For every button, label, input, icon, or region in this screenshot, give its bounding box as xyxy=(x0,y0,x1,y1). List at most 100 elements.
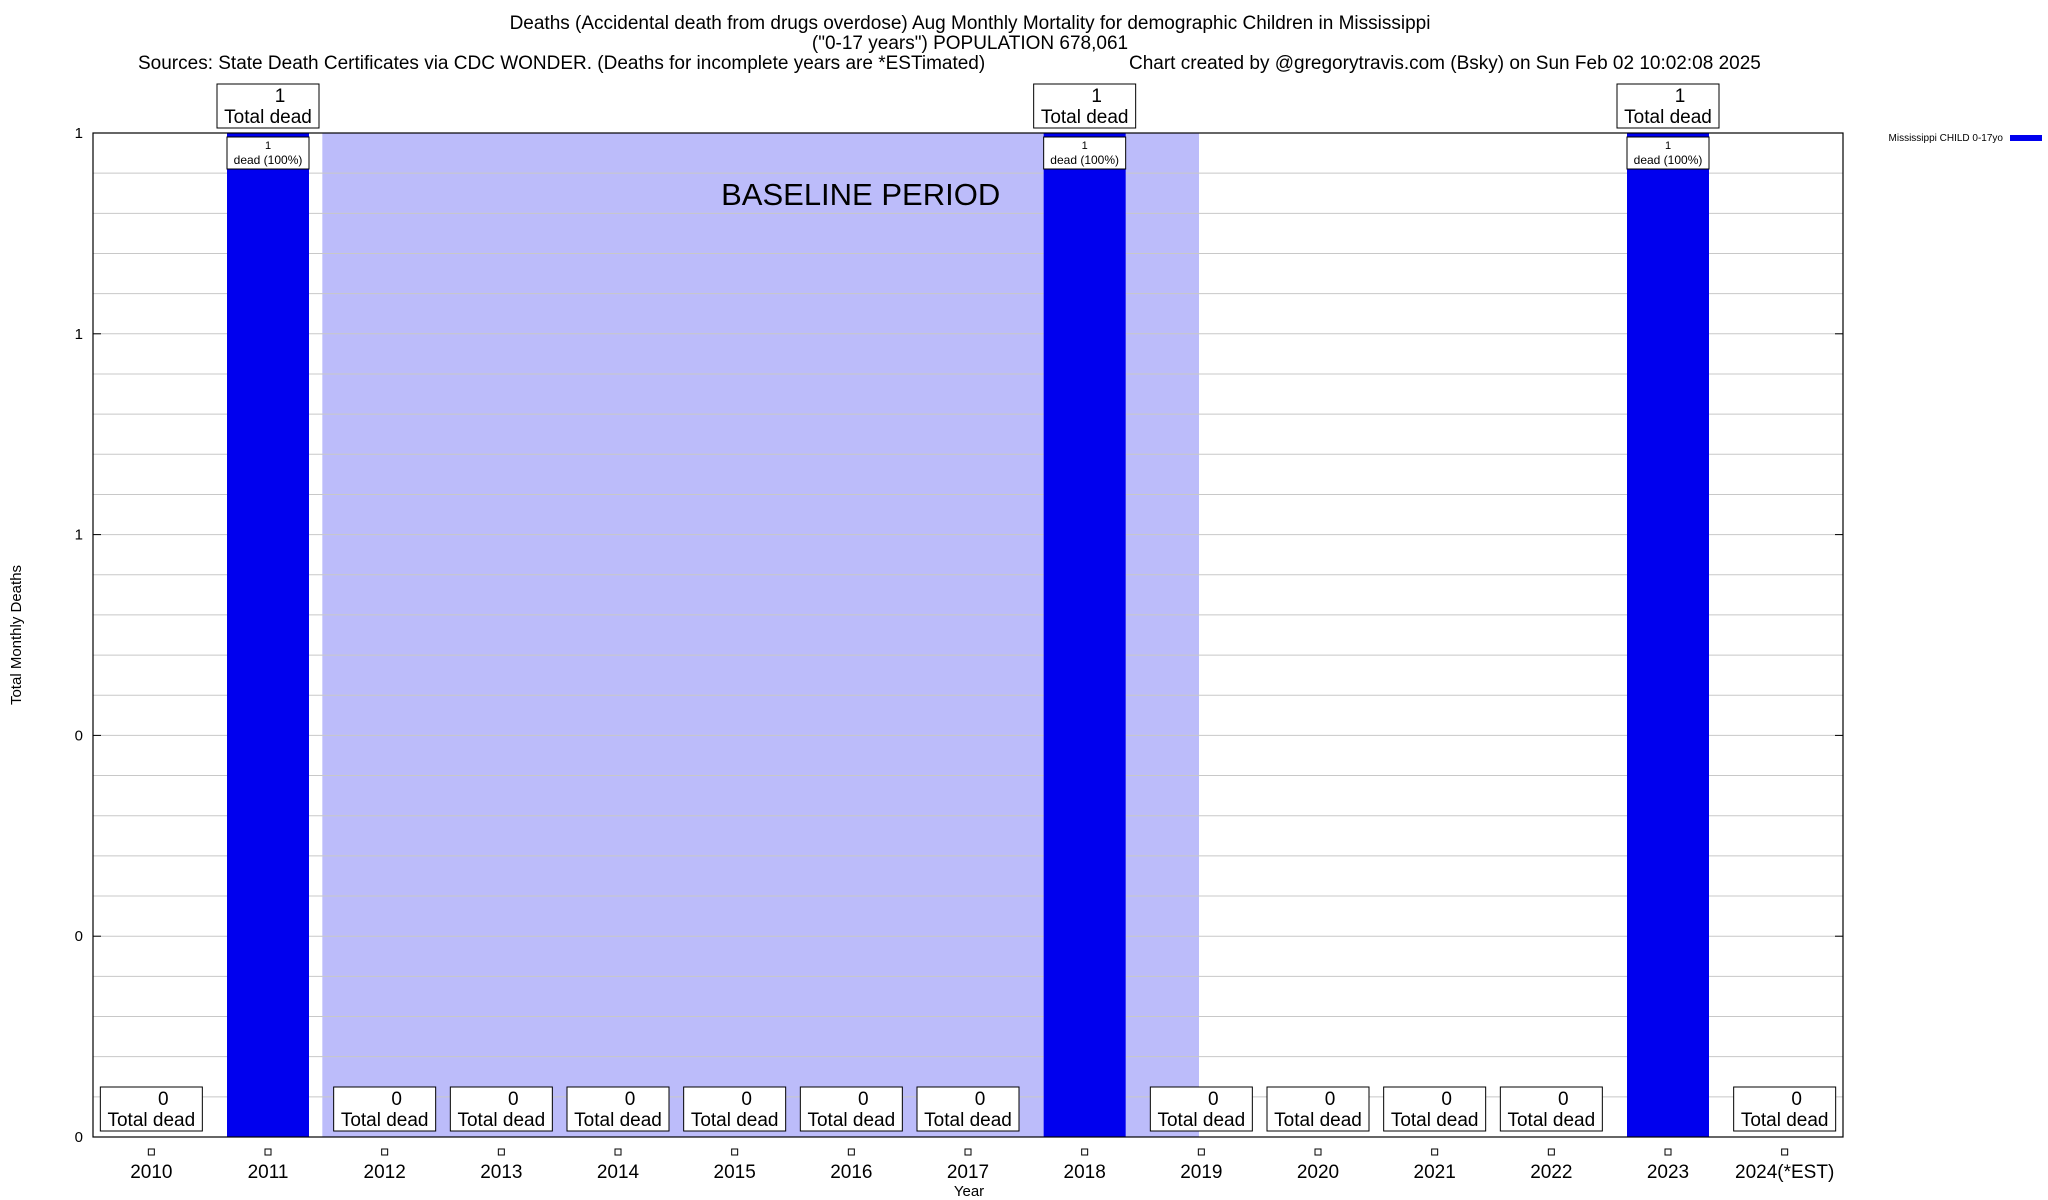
x-tick-label: 2020 xyxy=(1297,1162,1339,1183)
x-tick-label: 2019 xyxy=(1180,1162,1222,1183)
y-tick-label: 1 xyxy=(75,326,83,343)
total-dead-label: Total dead xyxy=(1157,1110,1245,1131)
total-dead-label: Total dead xyxy=(807,1110,895,1131)
total-dead-label: Total dead xyxy=(107,1110,195,1131)
x-tick-label: 2013 xyxy=(480,1162,522,1183)
x-tick-label: 2012 xyxy=(364,1162,406,1183)
total-dead-value: 0 xyxy=(1791,1089,1802,1110)
x-tick-label: 2015 xyxy=(714,1162,756,1183)
total-dead-value: 0 xyxy=(741,1089,752,1110)
x-tick-marker xyxy=(264,1148,272,1156)
total-dead-value: 0 xyxy=(391,1089,402,1110)
bar-value-label: dead (100%) xyxy=(234,153,303,167)
x-tick-label: 2017 xyxy=(947,1162,989,1183)
total-dead-label: Total dead xyxy=(1391,1110,1479,1131)
x-tick-label: 2016 xyxy=(830,1162,872,1183)
x-tick-marker xyxy=(1431,1148,1439,1156)
x-tick-label: 2018 xyxy=(1064,1162,1106,1183)
x-tick-marker xyxy=(731,1148,739,1156)
bar xyxy=(1627,133,1709,1137)
total-dead-box xyxy=(566,1086,670,1132)
bar-value-label-box xyxy=(1626,136,1710,170)
chart-subtitle: ("0-17 years") POPULATION 678,061 xyxy=(811,33,1129,54)
y-axis-label: Total Monthly Deaths xyxy=(8,565,25,705)
total-dead-box xyxy=(1266,1086,1370,1132)
total-dead-label: Total dead xyxy=(1041,107,1129,128)
x-tick-marker xyxy=(1314,1148,1322,1156)
bar xyxy=(227,133,309,1137)
x-tick-label: 2023 xyxy=(1647,1162,1689,1183)
x-tick-label: 2011 xyxy=(248,1162,289,1183)
legend-label: Mississippi CHILD 0-17yo xyxy=(1889,133,2004,144)
total-dead-box xyxy=(333,1086,437,1132)
x-tick-marker xyxy=(614,1148,622,1156)
bar-value-label: 1 xyxy=(1665,140,1671,152)
total-dead-box xyxy=(1149,1086,1253,1132)
x-tick-marker xyxy=(381,1148,389,1156)
bar-value-label: dead (100%) xyxy=(1634,153,1703,167)
total-dead-label: Total dead xyxy=(691,1110,779,1131)
total-dead-box xyxy=(799,1086,903,1132)
x-tick-marker xyxy=(497,1148,505,1156)
y-tick-label: 1 xyxy=(75,125,83,142)
total-dead-box xyxy=(1383,1086,1487,1132)
total-dead-box xyxy=(1033,83,1137,129)
total-dead-label: Total dead xyxy=(924,1110,1012,1131)
x-tick-marker xyxy=(1664,1148,1672,1156)
total-dead-value: 0 xyxy=(1208,1089,1219,1110)
total-dead-value: 1 xyxy=(1675,86,1686,107)
legend-swatch xyxy=(2010,135,2042,141)
y-tick-label: 0 xyxy=(75,928,83,945)
total-dead-value: 0 xyxy=(508,1089,519,1110)
total-dead-box xyxy=(99,1086,203,1132)
x-tick-marker xyxy=(147,1148,155,1156)
x-tick-marker xyxy=(1197,1148,1205,1156)
plot-frame xyxy=(92,132,1844,1138)
bar-value-label: 1 xyxy=(265,140,271,152)
bar xyxy=(1043,133,1126,1137)
x-tick-label: 2010 xyxy=(130,1162,172,1183)
chart-credit: Chart created by @gregorytravis.com (Bsk… xyxy=(1129,53,1761,74)
total-dead-value: 0 xyxy=(858,1089,869,1110)
total-dead-label: Total dead xyxy=(224,107,312,128)
total-dead-box xyxy=(1733,1086,1837,1132)
total-dead-label: Total dead xyxy=(574,1110,662,1131)
bar-value-label: dead (100%) xyxy=(1050,153,1119,167)
total-dead-value: 0 xyxy=(1441,1089,1452,1110)
total-dead-value: 0 xyxy=(625,1089,636,1110)
total-dead-box xyxy=(449,1086,553,1132)
x-tick-label: 2022 xyxy=(1530,1162,1572,1183)
total-dead-label: Total dead xyxy=(457,1110,545,1131)
x-tick-marker xyxy=(1081,1148,1089,1156)
total-dead-value: 0 xyxy=(975,1089,986,1110)
x-tick-label: 2024(*EST) xyxy=(1735,1162,1834,1183)
x-tick-marker xyxy=(1781,1148,1789,1156)
total-dead-value: 0 xyxy=(1558,1089,1569,1110)
chart-sources: Sources: State Death Certificates via CD… xyxy=(138,53,986,74)
x-tick-marker xyxy=(1547,1148,1555,1156)
x-tick-label: 2021 xyxy=(1414,1162,1456,1183)
baseline-period-label: BASELINE PERIOD xyxy=(721,177,1000,212)
x-tick-marker xyxy=(964,1148,972,1156)
bar-value-label: 1 xyxy=(1082,140,1088,152)
total-dead-box xyxy=(916,1086,1020,1132)
total-dead-label: Total dead xyxy=(1624,107,1712,128)
total-dead-value: 0 xyxy=(158,1089,169,1110)
bar-value-label-box xyxy=(1043,136,1127,170)
total-dead-box xyxy=(683,1086,787,1132)
chart-title: Deaths (Accidental death from drugs over… xyxy=(509,13,1431,34)
y-tick-label: 1 xyxy=(75,527,83,544)
total-dead-box xyxy=(1499,1086,1603,1132)
total-dead-box xyxy=(216,83,320,129)
y-tick-label: 0 xyxy=(75,727,83,744)
y-tick-label: 0 xyxy=(75,1129,83,1146)
total-dead-label: Total dead xyxy=(341,1110,429,1131)
bar-value-label-box xyxy=(226,136,310,170)
total-dead-label: Total dead xyxy=(1507,1110,1595,1131)
total-dead-label: Total dead xyxy=(1274,1110,1362,1131)
x-axis-label: Year xyxy=(954,1183,984,1200)
total-dead-value: 1 xyxy=(275,86,286,107)
total-dead-value: 1 xyxy=(1091,86,1102,107)
total-dead-label: Total dead xyxy=(1741,1110,1829,1131)
